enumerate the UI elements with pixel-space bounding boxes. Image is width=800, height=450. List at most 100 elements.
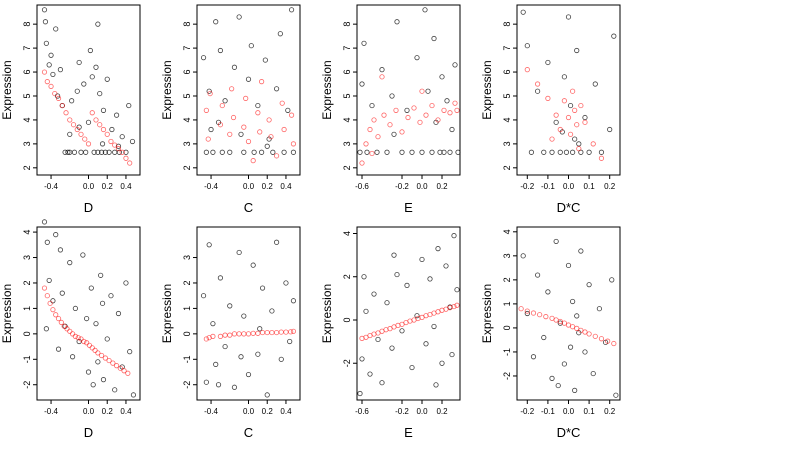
- observed-point: [449, 351, 455, 358]
- observed-point: [414, 55, 420, 61]
- fitted-point: [269, 329, 275, 336]
- observed-point: [215, 382, 222, 388]
- fitted-point: [288, 329, 294, 335]
- observed-point: [534, 88, 541, 94]
- x-axis-title: D*C: [557, 425, 581, 440]
- x-tick-label: 0.4: [280, 407, 292, 416]
- fitted-point: [557, 126, 563, 133]
- y-tick-label: 1: [22, 306, 32, 311]
- observed-point: [109, 126, 115, 133]
- observed-point: [389, 345, 395, 351]
- observed-point: [425, 88, 431, 94]
- observed-point: [89, 74, 95, 80]
- fitted-point: [44, 293, 50, 299]
- observed-points: [41, 219, 137, 398]
- fitted-point: [561, 98, 567, 104]
- observed-point: [227, 303, 233, 309]
- observed-point: [394, 19, 400, 25]
- fitted-point: [259, 329, 266, 336]
- y-tick-label: 3: [182, 255, 192, 260]
- observed-point: [520, 253, 526, 259]
- fitted-point: [266, 117, 272, 123]
- observed-point: [67, 131, 73, 137]
- observed-point: [359, 81, 365, 87]
- observed-point: [227, 149, 233, 155]
- observed-point: [561, 74, 567, 80]
- observed-point: [363, 308, 369, 314]
- fitted-point: [590, 141, 596, 147]
- panel-3: 2 3 4 5 6 7 8 -0.6 -0.2 0.0 0.2 E Expression: [320, 4, 461, 215]
- observed-point: [452, 62, 458, 68]
- fitted-point: [255, 110, 261, 116]
- x-tick-label: 0.4: [120, 182, 132, 191]
- fitted-point: [549, 136, 555, 142]
- fitted-point: [567, 131, 574, 137]
- fitted-point: [227, 131, 233, 137]
- observed-point: [443, 263, 449, 269]
- observed-point: [404, 107, 410, 113]
- fitted-point: [379, 74, 385, 80]
- x-tick-label: 0.0: [243, 407, 255, 416]
- fitted-point: [543, 314, 549, 320]
- x-axis-title: C: [244, 200, 253, 215]
- observed-points: [357, 233, 460, 397]
- observed-point: [57, 67, 64, 73]
- observed-point: [590, 370, 596, 377]
- observed-point: [231, 384, 238, 390]
- y-tick-label: -1: [502, 348, 512, 356]
- fitted-point: [359, 160, 365, 166]
- observed-point: [119, 134, 125, 140]
- y-tick-label: 5: [502, 93, 512, 98]
- fitted-point: [84, 340, 90, 346]
- fitted-points: [41, 69, 133, 166]
- fitted-point: [53, 312, 59, 318]
- observed-point: [567, 102, 574, 109]
- observed-point: [288, 7, 295, 13]
- observed-point: [431, 323, 437, 330]
- fitted-point: [127, 160, 133, 166]
- y-tick-label: 6: [502, 70, 512, 75]
- x-axis-title: D: [84, 425, 93, 440]
- x-tick-label: 0.2: [604, 407, 616, 416]
- observed-point: [374, 149, 380, 155]
- y-tick-label: -1: [22, 355, 32, 363]
- fitted-point: [419, 88, 425, 94]
- y-tick-label: 4: [342, 231, 352, 236]
- fitted-point: [405, 114, 411, 121]
- fitted-points: [524, 67, 605, 161]
- y-tick-label: 6: [182, 70, 192, 75]
- observed-point: [50, 298, 56, 304]
- panel-8: -2 -1 0 1 2 3 4 -0.2 -0.1 0.0 0.1 0.2 D*C Expression: [480, 226, 621, 440]
- fitted-point: [264, 329, 270, 336]
- observed-point: [112, 149, 118, 155]
- fitted-point: [203, 336, 209, 342]
- y-tick-label: 2: [502, 165, 512, 170]
- observed-point: [578, 248, 584, 254]
- x-tick-label: 0.0: [83, 182, 95, 191]
- observed-point: [419, 256, 425, 263]
- observed-point: [262, 57, 268, 63]
- fitted-point: [69, 331, 76, 337]
- x-axis-title: C: [244, 425, 253, 440]
- fitted-point: [86, 342, 93, 348]
- y-tick-label: 0: [182, 331, 192, 336]
- observed-point: [126, 102, 132, 109]
- observed-point: [555, 382, 561, 389]
- fitted-point: [250, 330, 256, 336]
- fitted-point: [48, 83, 54, 90]
- observed-point: [409, 149, 415, 155]
- fitted-point: [108, 138, 114, 145]
- fitted-point: [281, 126, 287, 133]
- observed-point: [238, 354, 244, 360]
- observed-point: [41, 219, 48, 225]
- y-tick-label: 4: [502, 117, 512, 122]
- y-tick-label: 4: [502, 229, 512, 234]
- y-tick-label: 3: [182, 141, 192, 146]
- observed-point: [264, 143, 270, 149]
- fitted-point: [97, 122, 103, 128]
- fitted-point: [553, 112, 559, 118]
- observed-point: [582, 114, 588, 121]
- observed-point: [607, 126, 613, 133]
- observed-point: [116, 149, 123, 155]
- fitted-point: [115, 146, 122, 152]
